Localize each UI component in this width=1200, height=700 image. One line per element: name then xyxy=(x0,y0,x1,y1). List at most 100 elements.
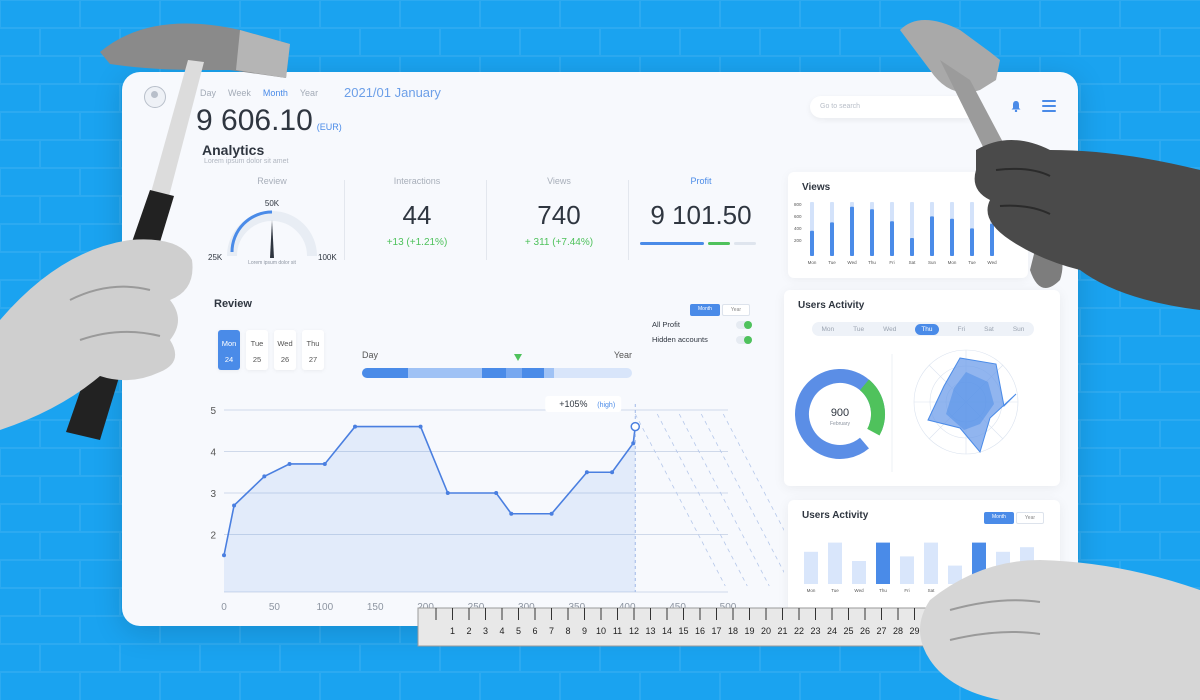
x-tick-label: 300 xyxy=(518,602,535,613)
data-point xyxy=(494,491,499,495)
day-mon[interactable]: Mon 24 xyxy=(218,330,240,370)
x-tick-label: 0 xyxy=(221,602,227,613)
toggle-month-button[interactable]: Month xyxy=(984,512,1014,524)
bar xyxy=(948,565,962,584)
activity-charts: 900 February xyxy=(795,349,1019,472)
x-tick-label: Mon xyxy=(808,260,817,265)
period-day[interactable]: Day xyxy=(200,88,217,98)
forecast-hatch-line xyxy=(700,413,784,573)
data-point xyxy=(549,511,554,516)
views-card: Views 800 600 400 200 Mon Tue Wed Thu Fri Sat Sun M… xyxy=(788,172,1028,278)
bar xyxy=(972,542,986,584)
stat-profit-label: Profit xyxy=(690,176,712,186)
weekday-sun[interactable]: Sun xyxy=(1012,325,1025,333)
slider-right-label: Year xyxy=(613,350,632,360)
review-gauge: 50K 25K 100K Lorem ipsum dolor sit xyxy=(208,199,337,266)
x-tick-label: Mon xyxy=(948,260,957,265)
bar xyxy=(996,551,1010,584)
stat-profit: Profit 9 101.50 xyxy=(636,176,766,262)
hamburger-menu-icon[interactable] xyxy=(1042,100,1056,112)
x-tick-label: Mon xyxy=(807,588,816,593)
bar xyxy=(1020,547,1034,584)
switch-row: Hidden accounts xyxy=(652,335,752,344)
stat-views-delta: + 311 (+7.44%) xyxy=(524,237,594,248)
line-area xyxy=(224,426,636,592)
slider-marker-icon[interactable] xyxy=(514,354,522,361)
review-card: Review Mon 24 Tue 25 Wed 26 Thu 27 Day Year … xyxy=(184,282,784,626)
weekday-tue[interactable]: Tue xyxy=(853,325,865,333)
user-avatar-icon[interactable] xyxy=(144,86,166,108)
day-tue[interactable]: Tue 25 xyxy=(246,330,268,370)
range-slider-labels: Day Year xyxy=(362,350,632,360)
all-profit-switch[interactable] xyxy=(736,320,752,329)
search-input[interactable]: Go to search xyxy=(810,96,980,118)
day-wed[interactable]: Wed 26 xyxy=(274,330,296,370)
currency-label: (EUR) xyxy=(316,122,342,132)
bar xyxy=(870,209,874,256)
x-tick-label: Fri xyxy=(904,588,909,593)
weekday-fri[interactable]: Fri xyxy=(957,325,966,333)
stat-review: Review 50K 25K 100K Lorem ipsum dolor si… xyxy=(202,176,342,266)
gauge-needle xyxy=(270,220,274,258)
x-tick-label: Tue xyxy=(831,588,839,593)
bar xyxy=(804,551,818,584)
y-tick-label: 600 xyxy=(794,214,802,219)
bar xyxy=(930,216,934,256)
bar xyxy=(990,223,994,256)
day-thu[interactable]: Thu 27 xyxy=(302,330,324,370)
activity-bar-chart: Mon Tue Wed Thu Fri Sat Sun Mon Tue Wed xyxy=(804,542,1034,593)
bar xyxy=(830,222,834,256)
stat-divider xyxy=(344,180,345,260)
x-tick-label: 150 xyxy=(367,602,384,613)
x-tick-label: Tue xyxy=(999,588,1007,593)
weekday-wed[interactable]: Wed xyxy=(883,325,897,333)
views-bar-chart: 800 600 400 200 Mon Tue Wed Thu Fri Sat Sun Mon Tue W… xyxy=(794,202,997,265)
x-tick-label: Wed xyxy=(987,260,997,265)
data-point xyxy=(322,461,327,466)
data-point xyxy=(509,511,514,516)
y-tick-label: 5 xyxy=(210,406,216,417)
data-point xyxy=(631,441,636,446)
callout-tag: (high) xyxy=(597,402,615,409)
x-tick-label: 400 xyxy=(619,602,636,613)
data-point xyxy=(222,553,226,558)
weekday-sat[interactable]: Sat xyxy=(984,325,994,333)
x-tick-label: Sat xyxy=(909,260,917,265)
bar xyxy=(850,206,854,256)
y-tick-label: 3 xyxy=(210,489,216,500)
bar xyxy=(890,221,894,256)
y-tick-label: 4 xyxy=(210,448,216,459)
toggle-year-button[interactable]: Year xyxy=(1015,512,1045,524)
callout-value: +105% xyxy=(559,399,587,409)
forecast-hatch-line xyxy=(678,413,770,587)
x-tick-label: 100 xyxy=(316,602,333,613)
period-week[interactable]: Week xyxy=(228,88,251,98)
gauge-top-label: 50K xyxy=(265,199,280,208)
bell-icon[interactable] xyxy=(1010,100,1022,112)
x-tick-label: Wed xyxy=(1022,588,1032,593)
users-activity-bars-card: Users Activity Month Year Mon Tue Wed Thu Fr… xyxy=(788,500,1060,626)
period-year[interactable]: Year xyxy=(299,88,319,98)
stat-interactions-value: 44 xyxy=(402,200,432,230)
bar xyxy=(910,238,914,256)
stat-interactions: Interactions 44 +13 (+1.21%) xyxy=(352,176,482,262)
data-point xyxy=(353,424,358,429)
current-date: 2021/01 January xyxy=(344,85,441,100)
weekday-thu[interactable]: Thu xyxy=(915,323,939,335)
x-tick-label: 500 xyxy=(720,602,737,613)
weekday-mon[interactable]: Mon xyxy=(821,325,835,333)
gauge-right-label: 100K xyxy=(318,253,337,262)
hidden-accounts-switch[interactable] xyxy=(736,335,752,344)
y-tick-label: 200 xyxy=(794,238,802,243)
period-month[interactable]: Month xyxy=(262,88,288,98)
stat-interactions-label: Interactions xyxy=(393,176,441,186)
range-slider[interactable] xyxy=(362,368,632,378)
views-card-title: Views xyxy=(802,182,831,193)
y-tick-label: 800 xyxy=(794,202,802,207)
y-tick-label: 2 xyxy=(210,531,216,542)
profit-progress-bar xyxy=(640,242,756,245)
forecast-hatch-line xyxy=(656,413,748,587)
toggle-month-button[interactable]: Month xyxy=(690,304,720,316)
toggle-year-button[interactable]: Year xyxy=(721,304,751,316)
